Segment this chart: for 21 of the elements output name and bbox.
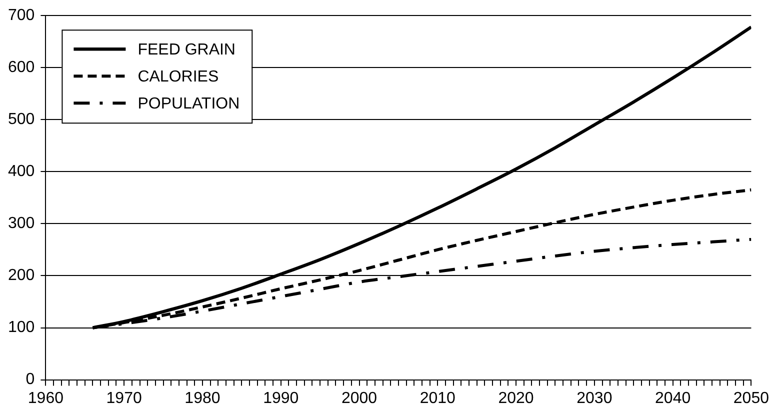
x-tick-label: 2000	[341, 390, 378, 407]
x-tick-label: 2020	[498, 390, 534, 407]
y-tick-label: 300	[8, 215, 35, 232]
x-tick-label: 2030	[576, 390, 612, 407]
y-tick-label: 500	[8, 111, 35, 128]
y-tick-label: 400	[8, 163, 35, 180]
y-tick-label: 100	[8, 319, 35, 336]
x-tick-label: 1960	[28, 390, 64, 407]
x-tick-label: 1980	[184, 390, 220, 407]
y-tick-label: 0	[26, 371, 35, 388]
x-tick-label: 2040	[655, 390, 691, 407]
y-tick-label: 600	[8, 59, 35, 76]
legend-label: CALORIES	[138, 68, 219, 86]
y-tick-label: 700	[8, 7, 35, 24]
x-tick-label: 2050	[733, 390, 770, 407]
x-tick-label: 1970	[106, 390, 142, 407]
y-tick-label: 200	[8, 267, 35, 284]
x-tick-label: 2010	[420, 390, 456, 407]
x-tick-label: 1990	[263, 390, 299, 407]
legend-label: FEED GRAIN	[138, 42, 236, 59]
legend-label: POPULATION	[138, 96, 240, 113]
